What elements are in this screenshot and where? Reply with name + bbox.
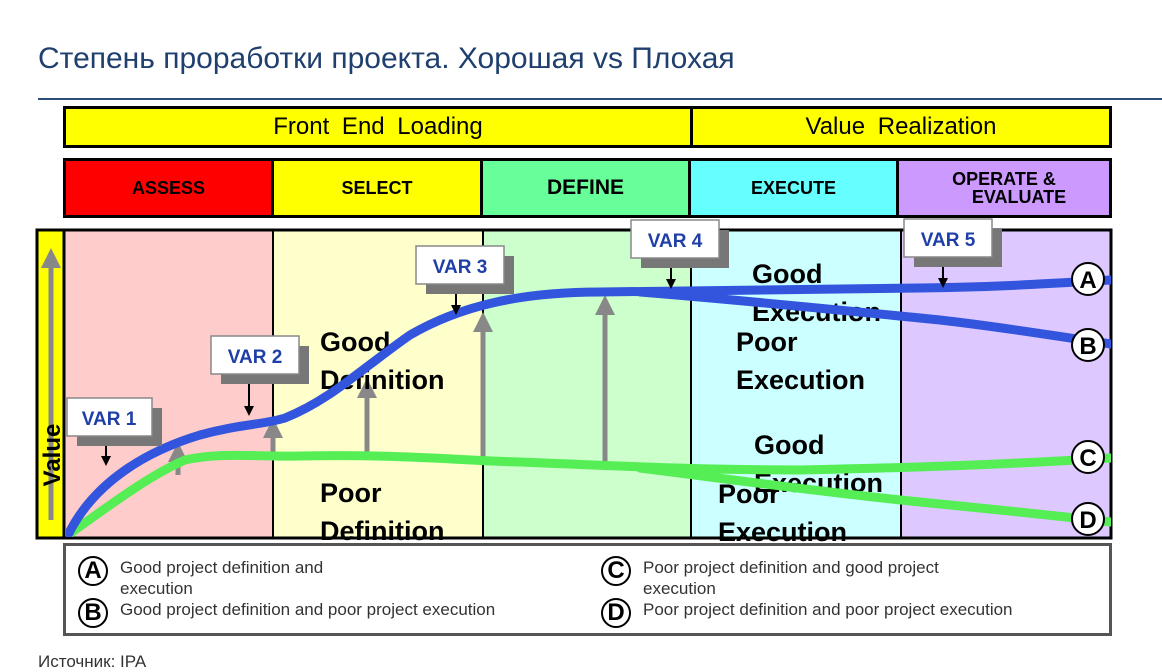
- legend-badge-d: D: [601, 598, 631, 628]
- var-4-callout: VAR 4: [630, 219, 729, 289]
- poor-definition-label-2: Definition: [320, 516, 444, 546]
- good-execution-lower-1: Good: [754, 430, 824, 460]
- marker-d: [1071, 502, 1105, 536]
- value-axis-label: Value: [39, 424, 66, 487]
- legend-text-a-line-2: execution: [120, 579, 193, 598]
- legend-item-b: B Good project definition and poor proje…: [78, 598, 495, 628]
- legend-text-a: Good project definition and execution: [120, 557, 323, 599]
- poor-execution-upper-2: Execution: [736, 365, 865, 395]
- curve-poor-definition: [66, 450, 1111, 537]
- marker-d-label: D: [1079, 507, 1096, 534]
- legend-badge-a: A: [78, 556, 108, 586]
- stage-bar: Front End Loading Value Realization: [63, 106, 1112, 148]
- legend-text-c: Poor project definition and good project…: [643, 557, 939, 599]
- curve-markers: A B C D: [1071, 262, 1105, 536]
- legend-text-b: Good project definition and poor project…: [120, 600, 496, 619]
- title-divider: [38, 98, 1162, 100]
- var-1-callout: VAR 1: [66, 397, 162, 466]
- legend: A Good project definition and execution …: [63, 543, 1112, 636]
- marker-c-label: C: [1079, 445, 1096, 472]
- phase-define: DEFINE: [483, 161, 691, 215]
- phase-columns: [61, 228, 1113, 540]
- legend-badge-c: C: [601, 556, 631, 586]
- var-3-label: VAR 3: [433, 257, 488, 278]
- stage-front-end-loading: Front End Loading: [66, 109, 693, 145]
- phase-evaluate-line: EVALUATE: [971, 187, 1067, 207]
- marker-a-label: A: [1079, 267, 1096, 294]
- good-execution-upper-1: Good: [752, 259, 822, 289]
- phase-operate-evaluate: OPERATE & EVALUATE: [899, 161, 1109, 215]
- legend-item-c: C Poor project definition and good proje…: [601, 556, 939, 599]
- var-5-callout: VAR 5: [903, 218, 1002, 288]
- var-1-label: VAR 1: [82, 409, 137, 430]
- var-3-callout: VAR 3: [415, 245, 514, 315]
- marker-b-label: B: [1079, 333, 1096, 360]
- var-2-label: VAR 2: [228, 347, 283, 368]
- marker-b: [1071, 328, 1105, 362]
- stage-value-realization: Value Realization: [805, 113, 997, 140]
- phase-select: SELECT: [274, 161, 483, 215]
- column-define: [483, 230, 691, 538]
- curve-b-branch: [635, 287, 1111, 349]
- legend-text-a-line-1: Good project definition and: [120, 558, 324, 577]
- marker-c: [1071, 440, 1105, 474]
- poor-execution-upper-1: Poor: [736, 327, 798, 357]
- good-definition-label-1: Good: [320, 327, 390, 357]
- legend-text-d: Poor project definition and poor project…: [643, 600, 1013, 619]
- legend-text-c-line-1: Poor project definition and good project: [643, 558, 939, 577]
- slide-title: Степень проработки проекта. Хорошая vs П…: [38, 42, 735, 75]
- legend-item-d: D Poor project definition and poor proje…: [601, 598, 1013, 628]
- var-4-label: VAR 4: [648, 231, 703, 252]
- poor-execution-lower-2: Execution: [718, 517, 847, 547]
- marker-a: [1071, 262, 1105, 296]
- phase-assess: ASSESS: [66, 161, 274, 215]
- phase-execute: EXECUTE: [691, 161, 899, 215]
- uplift-arrows: [168, 295, 615, 475]
- source-note: Источник: IPA: [38, 652, 147, 671]
- phase-bar: ASSESS SELECT DEFINE EXECUTE OPERATE & E…: [63, 158, 1112, 218]
- var-callouts: VAR 1 VAR 2 VAR 3 VAR 4 VAR 5: [66, 218, 1002, 466]
- curve-d-branch: [635, 463, 1111, 527]
- phase-operate-line: OPERATE &: [952, 169, 1056, 189]
- var-2-callout: VAR 2: [210, 335, 309, 416]
- legend-badge-b: B: [78, 598, 108, 628]
- poor-definition-label-1: Poor: [320, 478, 382, 508]
- var-5-label: VAR 5: [921, 230, 976, 251]
- legend-text-c-line-2: execution: [643, 579, 716, 598]
- legend-item-a: A Good project definition and execution: [78, 556, 323, 599]
